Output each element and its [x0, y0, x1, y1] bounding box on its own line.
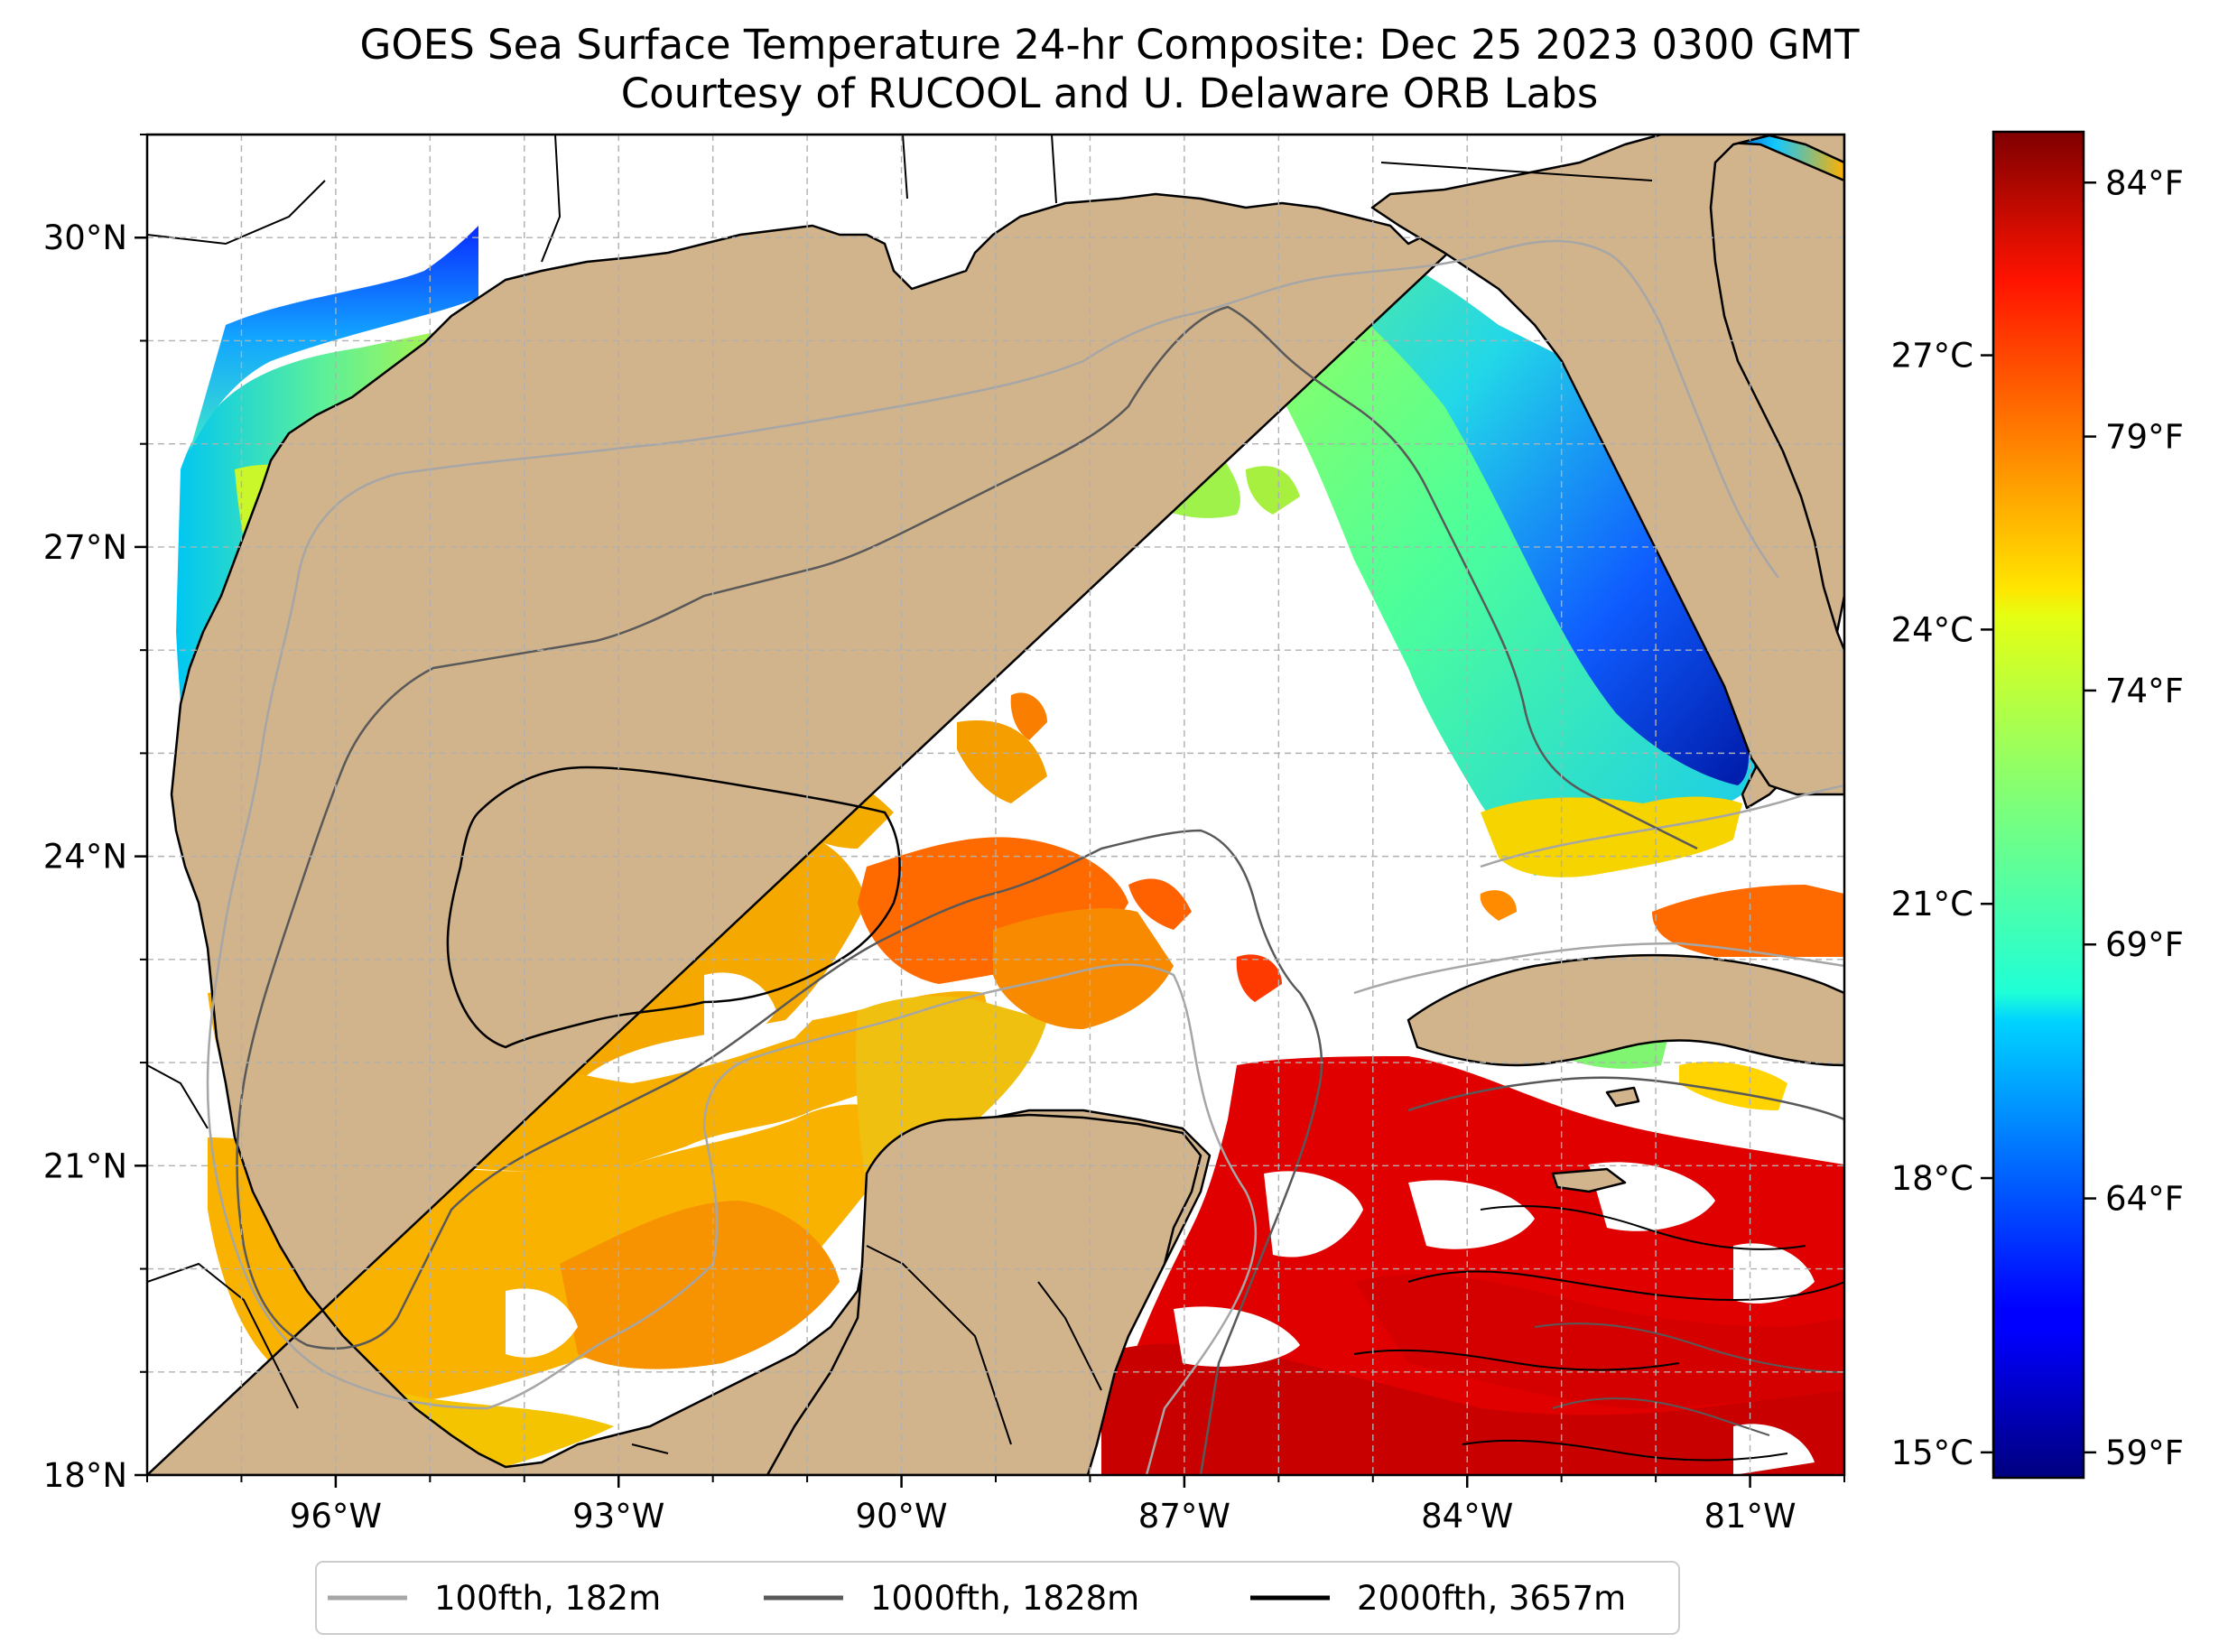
map-title: GOES Sea Surface Temperature 24-hr Compo… [359, 21, 1860, 69]
longitude-axis: 96°W 93°W 90°W 87°W 84°W 81°W [146, 1475, 1845, 1536]
colorbar-fahrenheit-axis: 59°F 64°F 69°F 74°F 79°F 84°F [2084, 163, 2184, 1472]
gridlines [147, 135, 1844, 1475]
lon-tick-label: 84°W [1421, 1497, 1513, 1536]
fahrenheit-tick-label: 69°F [2105, 925, 2184, 964]
fahrenheit-tick-label: 79°F [2105, 418, 2184, 457]
latitude-axis: 18°N 21°N 24°N 27°N 30°N [43, 134, 147, 1495]
yucatan-peninsula [766, 1113, 1202, 1475]
colorbar-gradient [1992, 130, 2085, 1480]
lon-tick-label: 87°W [1138, 1497, 1230, 1536]
bathymetry-contours [206, 239, 1844, 1475]
lon-tick-label: 81°W [1704, 1497, 1796, 1536]
legend-label: 1000fth, 1828m [870, 1579, 1139, 1618]
colorbar-celsius-axis: 15°C 18°C 21°C 24°C 27°C [1891, 337, 1993, 1472]
lat-tick-label: 21°N [43, 1146, 127, 1185]
legend-label: 100fth, 182m [434, 1579, 661, 1618]
lon-tick-label: 90°W [855, 1497, 947, 1536]
colorbar: 15°C 18°C 21°C 24°C 27°C 59°F 64°F 69°F 74°F 79°… [1891, 130, 2184, 1480]
land [147, 135, 1844, 1475]
celsius-tick-label: 27°C [1891, 337, 1973, 376]
lat-tick-label: 30°N [43, 218, 127, 257]
florida-peninsula [1370, 135, 1844, 796]
celsius-tick-label: 18°C [1891, 1159, 1973, 1198]
contour-100fth [206, 239, 1780, 1475]
fahrenheit-tick-label: 74°F [2105, 672, 2184, 710]
celsius-tick-label: 15°C [1891, 1434, 1973, 1472]
fahrenheit-tick-label: 64°F [2105, 1180, 2184, 1219]
lon-tick-label: 96°W [290, 1497, 382, 1536]
lat-tick-label: 18°N [43, 1456, 127, 1495]
legend: 100fth, 182m 1000fth, 1828m 2000fth, 3657m [315, 1561, 1680, 1635]
fahrenheit-tick-label: 84°F [2105, 163, 2184, 202]
legend-label: 2000fth, 3657m [1357, 1579, 1626, 1618]
lat-tick-label: 24°N [43, 838, 127, 877]
map-subtitle: Courtesy of RUCOOL and U. Delaware ORB L… [620, 70, 1599, 117]
lon-tick-label: 93°W [572, 1497, 664, 1536]
lat-tick-label: 27°N [43, 528, 127, 567]
contour-1000fth [236, 305, 1698, 1475]
contour-2000fth [446, 766, 901, 1049]
celsius-tick-label: 21°C [1891, 885, 1973, 923]
cuba [1407, 953, 1844, 1067]
fahrenheit-tick-label: 59°F [2105, 1434, 2184, 1472]
jamaica [1551, 1167, 1627, 1193]
legend-box [315, 1561, 1680, 1635]
celsius-tick-label: 24°C [1891, 610, 1973, 649]
